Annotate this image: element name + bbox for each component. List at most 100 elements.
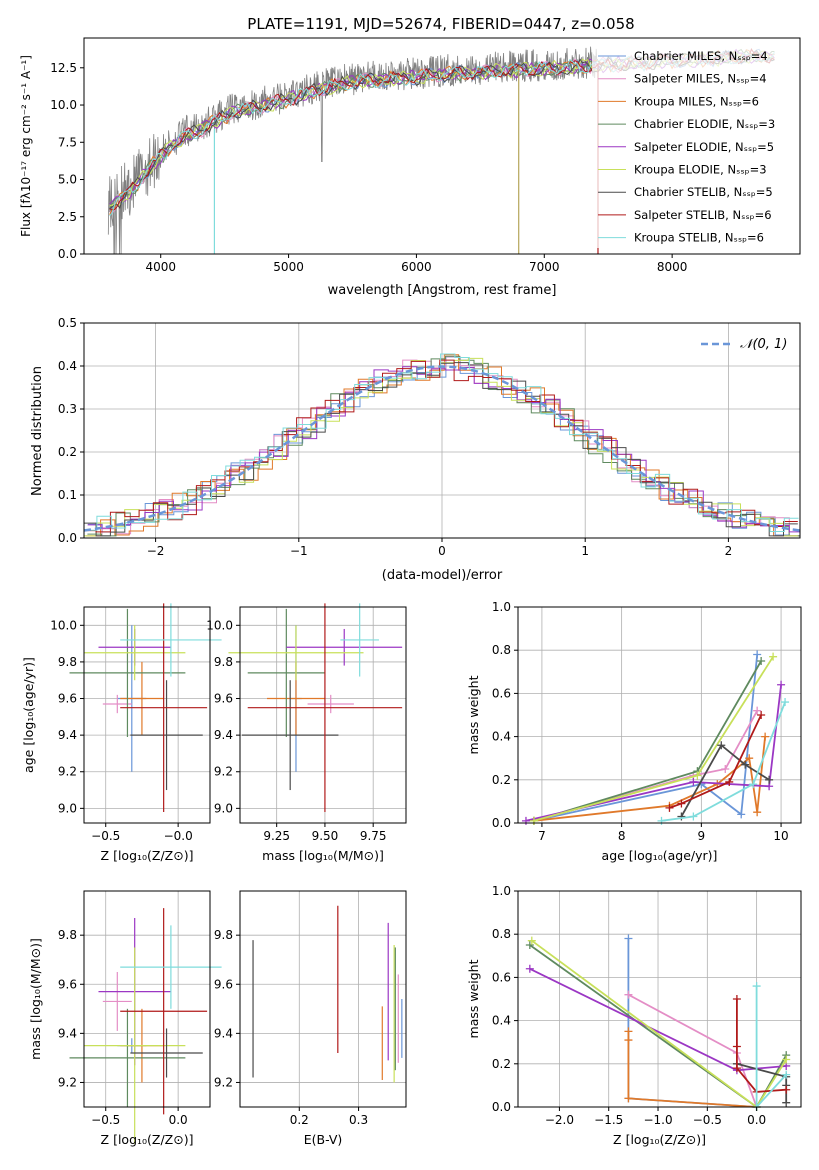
plot-frame bbox=[239, 606, 407, 824]
legend-label: Chabrier STELIB, Nₛₛₚ=5 bbox=[634, 185, 773, 199]
marker-kroupa_miles bbox=[624, 1094, 633, 1103]
plot-area bbox=[240, 891, 406, 1107]
x-tick-label: 7000 bbox=[529, 260, 560, 274]
y-axis-label: mass weight bbox=[466, 675, 481, 754]
marker-chabrier_elodie bbox=[525, 941, 534, 949]
y-tick-label: 0.1 bbox=[58, 488, 77, 502]
legend-box bbox=[592, 44, 792, 248]
y-axis-label: age [log₁₀(age/yr)] bbox=[21, 657, 36, 773]
marker-kroupa_elodie bbox=[693, 771, 702, 780]
x-tick-label: 9 bbox=[698, 829, 706, 843]
y-tick-label: 0.4 bbox=[492, 1014, 511, 1028]
y-tick-label: 0.0 bbox=[492, 1100, 511, 1114]
x-tick-label: 0.0 bbox=[747, 1113, 766, 1127]
y-tick-label: 9.2 bbox=[58, 765, 77, 779]
marker-salpeter_stelib bbox=[732, 995, 741, 1003]
y-tick-label: 9.2 bbox=[214, 765, 233, 779]
legend-label: Kroupa MILES, Nₛₛₚ=6 bbox=[634, 94, 759, 108]
mass-vs-ebv-panel: 0.2 0.3 9.2 9.4 9.6 9.8 E(B-V) bbox=[214, 890, 407, 1147]
y-tick-label: 0.2 bbox=[492, 1057, 511, 1071]
marker-salpeter_stelib bbox=[782, 1085, 791, 1094]
marker-chabrier_miles bbox=[624, 934, 633, 943]
y-tick-label: 1.0 bbox=[492, 884, 511, 898]
x-tick-label: 0.3 bbox=[349, 1113, 368, 1127]
x-tick-label: −0.5 bbox=[91, 1113, 120, 1127]
plot-frame bbox=[517, 606, 802, 824]
x-tick-label: 4000 bbox=[145, 260, 176, 274]
x-tick-label: 9.50 bbox=[312, 829, 339, 843]
x-tick-label: 0.2 bbox=[290, 1113, 309, 1127]
y-tick-label: 9.2 bbox=[214, 1075, 233, 1089]
spectrum-legend: Chabrier MILES, Nₛₛₚ=4 Salpeter MILES, Nₛ… bbox=[592, 44, 792, 248]
marker-kroupa_miles bbox=[761, 732, 770, 741]
y-tick-label: 12.5 bbox=[50, 61, 77, 75]
x-tick-label: 0 bbox=[438, 544, 446, 558]
x-axis-label: mass [log₁₀(M/M⊙)] bbox=[262, 848, 384, 863]
x-tick-label: 9.75 bbox=[360, 829, 387, 843]
plot-frame bbox=[83, 606, 211, 824]
marker-salpeter_miles bbox=[721, 765, 730, 773]
spectrum-ticks: 4000 5000 6000 7000 8000 0.0 2.5 5.0 7.5 10.0 12.5 bbox=[50, 61, 687, 274]
y-tick-label: 9.0 bbox=[58, 801, 77, 815]
marker-kroupa_miles bbox=[624, 1027, 633, 1036]
marker-kroupa_elodie bbox=[769, 652, 778, 661]
marker-chabrier_stelib bbox=[741, 760, 750, 769]
legend-label: Kroupa STELIB, Nₛₛₚ=6 bbox=[634, 231, 764, 245]
marker-salpeter_elodie bbox=[689, 777, 698, 786]
histogram-kroupa_stelib bbox=[84, 353, 799, 532]
series-line-kroupa_miles bbox=[627, 1031, 757, 1108]
marker-salpeter_elodie bbox=[521, 816, 530, 825]
y-tick-label: 9.6 bbox=[58, 692, 77, 706]
y-tick-label: 0.0 bbox=[58, 531, 77, 545]
histogram-salpeter_stelib bbox=[84, 359, 798, 533]
figure-title: PLATE=1191, MJD=52674, FIBERID=0447, z=0… bbox=[247, 15, 634, 33]
legend-label: Chabrier MILES, Nₛₛₚ=4 bbox=[634, 49, 768, 63]
x-tick-label: −0.5 bbox=[91, 829, 120, 843]
legend-label: Salpeter STELIB, Nₛₛₚ=6 bbox=[634, 208, 772, 222]
y-tick-label: 9.6 bbox=[214, 692, 233, 706]
marker-chabrier_stelib bbox=[717, 741, 726, 750]
plot-area bbox=[84, 891, 210, 1107]
x-tick-label: −1.0 bbox=[643, 1113, 672, 1127]
marker-kroupa_elodie bbox=[527, 936, 536, 945]
x-tick-label: −0.5 bbox=[693, 1113, 722, 1127]
y-tick-label: 9.6 bbox=[58, 977, 77, 991]
histogram-salpeter_elodie bbox=[87, 366, 800, 533]
series-line-salpeter_elodie bbox=[525, 684, 782, 822]
marker-salpeter_elodie bbox=[777, 680, 786, 689]
y-tick-label: 0.6 bbox=[492, 686, 511, 700]
y-tick-label: 10.0 bbox=[206, 618, 233, 632]
marker-kroupa_stelib bbox=[781, 698, 790, 707]
x-axis-label: Z [log₁₀(Z/Z⊙)] bbox=[613, 1132, 706, 1147]
residual-frame bbox=[83, 322, 801, 539]
residual-ticks: −2 −1 0 1 2 0.0 0.1 0.2 0.3 0.4 0.5 bbox=[58, 316, 732, 558]
age-vs-mass-panel: 9.25 9.50 9.75 9.0 9.2 9.4 9.6 9.8 10.0 mass [log… bbox=[206, 603, 407, 863]
y-tick-label: 9.8 bbox=[58, 655, 77, 669]
marker-salpeter_stelib bbox=[725, 777, 734, 786]
marker-kroupa_stelib bbox=[689, 812, 698, 821]
marker-chabrier_elodie bbox=[757, 657, 766, 665]
series-line-chabrier_miles bbox=[533, 654, 759, 822]
marker-kroupa_stelib bbox=[657, 816, 666, 825]
marker-salpeter_stelib bbox=[677, 799, 686, 808]
x-axis-label: Z [log₁₀(Z/Z⊙)] bbox=[101, 848, 194, 863]
y-tick-label: 9.4 bbox=[214, 1026, 233, 1040]
y-tick-label: 10.0 bbox=[50, 618, 77, 632]
x-tick-label: 1 bbox=[581, 544, 589, 558]
y-tick-label: 0.4 bbox=[58, 359, 77, 373]
y-tick-label: 9.2 bbox=[58, 1075, 77, 1089]
series-line-salpeter_stelib bbox=[669, 714, 762, 809]
marker-kroupa_stelib bbox=[752, 982, 761, 991]
x-tick-label: −2 bbox=[147, 544, 165, 558]
y-tick-label: 0.0 bbox=[492, 816, 511, 830]
series-line-kroupa_miles bbox=[533, 736, 766, 822]
x-tick-label: −0.0 bbox=[164, 829, 193, 843]
y-tick-label: 9.8 bbox=[214, 928, 233, 942]
y-tick-label: 0.2 bbox=[58, 445, 77, 459]
legend-label: Chabrier ELODIE, Nₛₛₚ=3 bbox=[634, 117, 775, 131]
y-tick-label: 9.4 bbox=[214, 728, 233, 742]
x-axis-label: Z [log₁₀(Z/Z⊙)] bbox=[101, 1132, 194, 1147]
legend-label: Salpeter MILES, Nₛₛₚ=4 bbox=[634, 72, 767, 86]
plot-frame bbox=[239, 890, 407, 1108]
spectrum-ylabel: Flux [fλ10⁻¹⁷ erg cm⁻² s⁻¹ A⁻¹] bbox=[19, 55, 33, 237]
